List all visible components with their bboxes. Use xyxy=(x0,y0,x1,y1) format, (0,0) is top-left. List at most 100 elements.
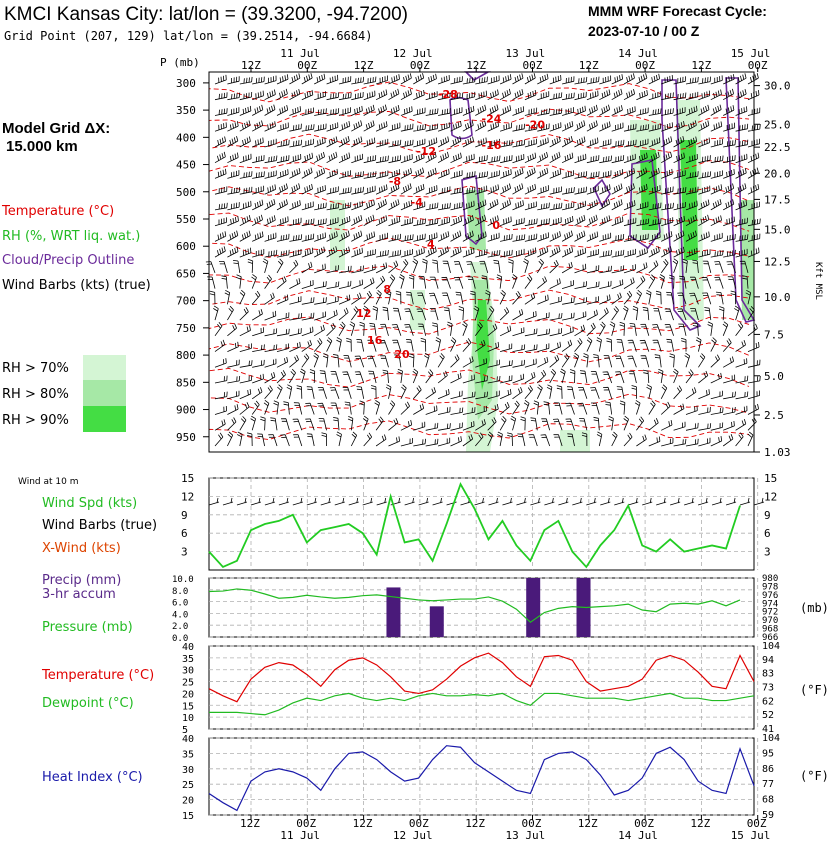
surface-wind-barb xyxy=(335,498,345,505)
model-name: MMM WRF Forecast Cycle: xyxy=(588,3,767,19)
surface-wind-barb xyxy=(488,498,498,505)
surface-wind-barb xyxy=(558,498,568,505)
p-tick-label-7: 650 xyxy=(176,267,196,280)
kft-tick-label-0: 30.0 xyxy=(764,80,791,93)
xwind-label: X-Wind (kts) xyxy=(42,541,121,556)
surface-wind-barb xyxy=(251,498,261,505)
surface-wind-barb xyxy=(614,498,624,505)
legend-temperature: Temperature (°C) xyxy=(1,204,114,219)
temp-contour-label-1: -24 xyxy=(482,113,502,126)
temp-contour-label-8: 4 xyxy=(427,238,435,251)
p-tick-label-11: 850 xyxy=(176,376,196,389)
dewpoint-line xyxy=(209,693,754,714)
xs-time-label-9: 00Z xyxy=(748,59,768,72)
p-tick-label-9: 750 xyxy=(176,322,196,335)
hi-y2tick-4: 95 xyxy=(762,748,774,759)
xs-date-label-1: 12 Jul xyxy=(393,47,433,60)
wind-ytick-1: 6 xyxy=(181,527,188,540)
p-tick-label-12: 900 xyxy=(176,404,196,417)
temp-ytick-1: 10 xyxy=(182,713,194,724)
surface-wind-barb xyxy=(628,498,638,505)
precip-ytick-2: 4.0 xyxy=(172,610,188,620)
wind-y2tick-2: 9 xyxy=(764,509,771,522)
surface-wind-barb xyxy=(377,498,387,505)
precip-bar-2 xyxy=(526,578,540,637)
surface-wind-barb xyxy=(405,498,415,505)
surface-wind-barb xyxy=(656,498,666,505)
precip-ytick-1: 2.0 xyxy=(172,622,188,632)
surface-wind-barb xyxy=(516,498,526,505)
p-tick-label-13: 950 xyxy=(176,431,196,444)
temp-ytick-3: 20 xyxy=(182,689,194,700)
temp-ytick-5: 30 xyxy=(182,666,194,677)
surface-wind-barb xyxy=(209,498,219,505)
surface-wind-barb xyxy=(684,498,694,505)
p-tick-label-1: 350 xyxy=(176,104,196,117)
hi-ytick-3: 30 xyxy=(182,765,194,776)
p-tick-label-2: 400 xyxy=(176,131,196,144)
temp-y2tick-4: 83 xyxy=(762,669,774,680)
forecast-cycle: 2023-07-10 / 00 Z xyxy=(588,23,700,39)
temp-contour-label-10: 12 xyxy=(356,307,371,320)
surface-wind-barb xyxy=(712,498,722,505)
kft-tick-label-8: 7.5 xyxy=(764,328,784,341)
wind-ytick-4: 15 xyxy=(181,472,194,485)
temp-ytick-7: 40 xyxy=(182,642,194,653)
surface-wind-barb xyxy=(349,498,359,505)
xs-time-label-8: 12Z xyxy=(691,59,711,72)
pressure-panel: 0.02.04.06.08.010.0966968970972974976978… xyxy=(172,574,778,644)
xs-time-label-4: 12Z xyxy=(466,59,486,72)
temp-y2tick-1: 52 xyxy=(762,710,774,721)
p-tick-label-6: 600 xyxy=(176,240,196,253)
precip-bar-1 xyxy=(430,606,444,637)
rh70-swatch xyxy=(83,355,126,380)
pressure-y2tick-7: 980 xyxy=(762,574,778,584)
surface-wind-barb xyxy=(572,498,582,505)
wind-panel-title: Wind at 10 m xyxy=(18,477,78,487)
wind-ytick-0: 3 xyxy=(181,546,188,559)
wind-y2tick-0: 3 xyxy=(764,546,771,559)
hi-f-unit: (°F) xyxy=(800,769,829,783)
xs-time-label-7: 00Z xyxy=(635,59,655,72)
xs-time-label-2: 12Z xyxy=(354,59,374,72)
kft-axis-label: Kft MSL xyxy=(813,262,823,300)
hi-y2tick-2: 77 xyxy=(762,779,774,790)
precip-ytick-3: 6.0 xyxy=(172,599,188,609)
surface-wind-barb xyxy=(726,498,736,505)
grid-dx-value: 15.000 km xyxy=(6,138,78,155)
hi-date-label-2: 13 Jul xyxy=(506,829,546,840)
p-tick-label-10: 800 xyxy=(176,349,196,362)
xs-date-label-4: 15 Jul xyxy=(731,47,771,60)
xs-time-label-0: 12Z xyxy=(241,59,261,72)
xs-date-label-3: 14 Jul xyxy=(618,47,658,60)
wind-ytick-3: 12 xyxy=(181,490,194,503)
wind-y2tick-4: 15 xyxy=(764,472,777,485)
temp-contour-label-4: -12 xyxy=(416,145,436,158)
surface-wind-barb xyxy=(698,498,708,505)
precip-ytick-4: 8.0 xyxy=(172,587,188,597)
xs-time-label-3: 00Z xyxy=(410,59,430,72)
chart-title: KMCI Kansas City: lat/lon = (39.3200, -9… xyxy=(4,4,408,25)
rh80-swatch xyxy=(83,380,126,406)
xs-date-label-0: 11 Jul xyxy=(280,47,320,60)
kft-tick-label-1: 25.0 xyxy=(764,118,791,131)
kft-tick-label-3: 20.0 xyxy=(764,167,791,180)
kft-tick-label-2: 22.5 xyxy=(764,141,791,154)
wind-ytick-2: 9 xyxy=(181,509,188,522)
kft-tick-label-4: 17.5 xyxy=(764,193,791,206)
p-axis-label: P (mb) xyxy=(160,56,200,69)
grid-point-label: Grid Point (207, 129) lat/lon = (39.2514… xyxy=(4,29,372,43)
hi-date-label-3: 14 Jul xyxy=(618,829,658,840)
surface-wind-barb xyxy=(433,498,443,505)
dewpoint-label: Dewpoint (°C) xyxy=(42,696,134,711)
temp-y2tick-3: 73 xyxy=(762,683,774,694)
hi-ytick-0: 15 xyxy=(182,811,194,822)
surface-wind-barb xyxy=(740,498,750,505)
p-tick-label-0: 300 xyxy=(176,77,196,90)
hi-date-label-4: 15 Jul xyxy=(731,829,771,840)
hi-time-label-0: 12Z xyxy=(240,817,260,830)
temp-y2tick-2: 62 xyxy=(762,696,774,707)
hi-date-label-0: 11 Jul xyxy=(280,829,320,840)
p-tick-label-8: 700 xyxy=(176,295,196,308)
